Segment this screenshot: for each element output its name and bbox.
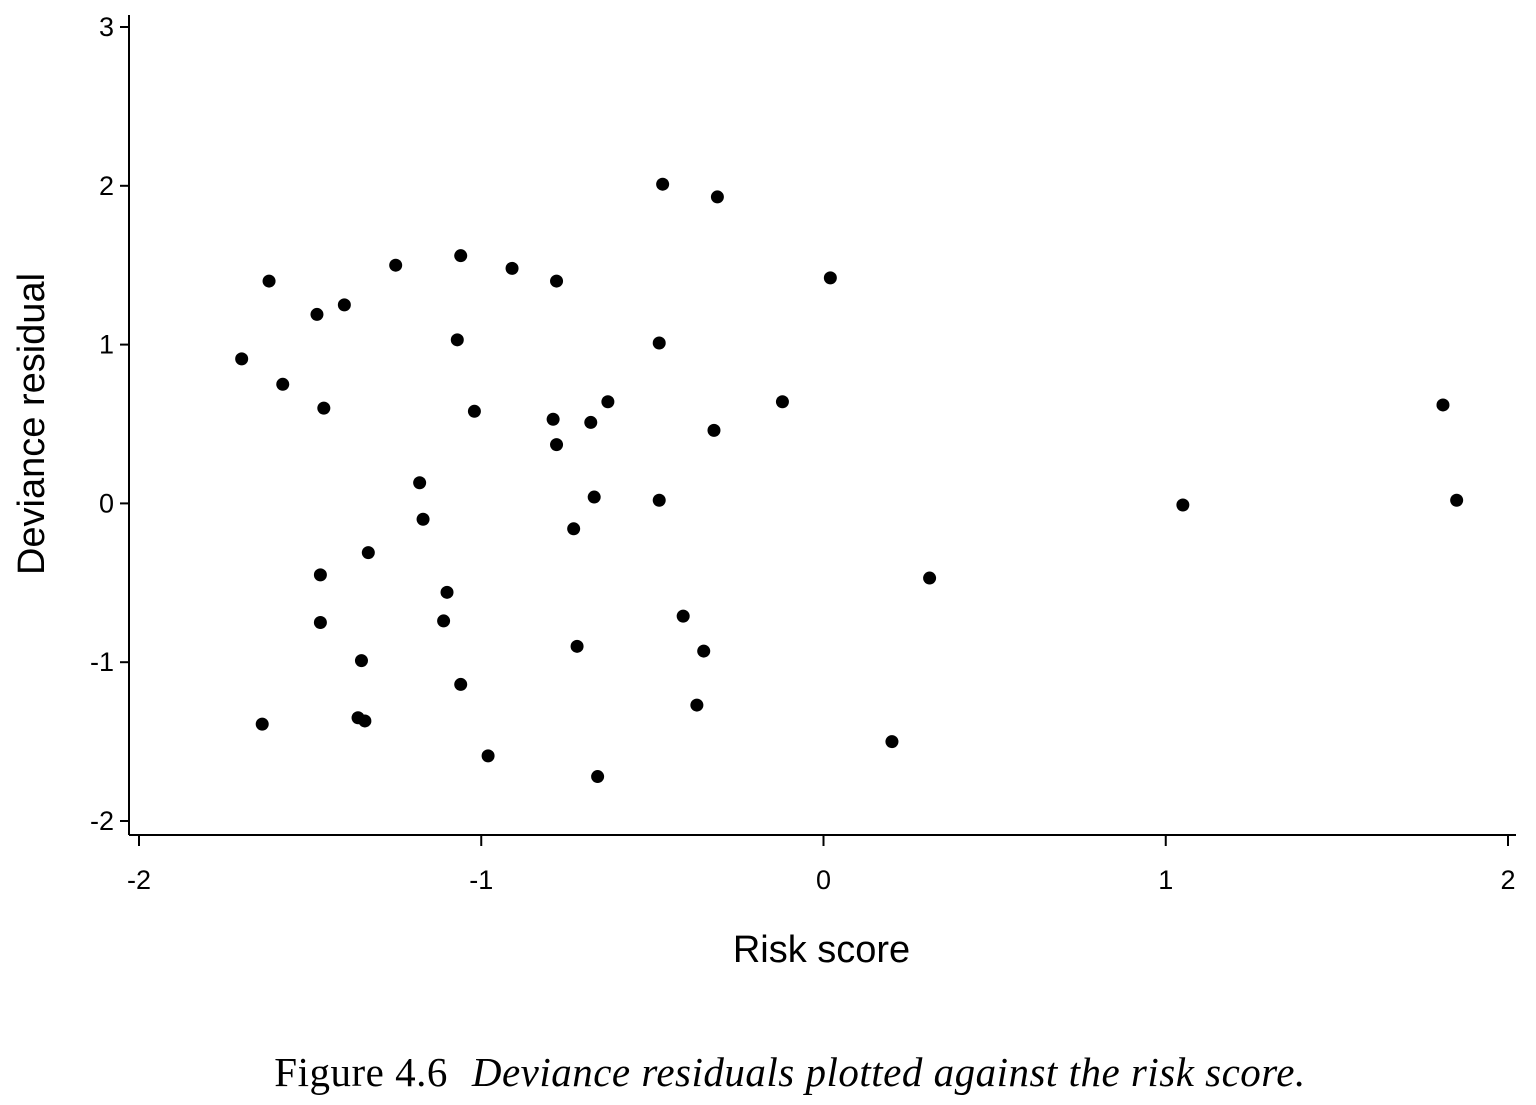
data-point: [550, 274, 564, 288]
data-point: [587, 490, 601, 504]
data-point: [454, 677, 468, 691]
x-tick-label: 0: [816, 865, 831, 895]
data-point: [775, 395, 789, 409]
data-point: [601, 395, 615, 409]
data-point: [707, 423, 721, 437]
data-point: [885, 735, 899, 749]
figure-caption: Figure 4.6 Deviance residuals plotted aga…: [0, 1048, 1536, 1096]
data-point: [276, 377, 290, 391]
x-tick-label: -2: [127, 865, 151, 895]
data-point: [313, 616, 327, 629]
data-point: [467, 404, 481, 418]
data-point: [591, 770, 605, 784]
data-point: [923, 571, 937, 585]
data-point: [823, 271, 837, 285]
data-point: [1176, 498, 1190, 512]
data-point: [310, 307, 324, 321]
data-point: [235, 352, 249, 366]
data-points: [235, 177, 1464, 784]
data-point: [313, 568, 327, 582]
data-point: [584, 415, 598, 429]
data-point: [690, 698, 704, 712]
data-point: [1436, 398, 1450, 412]
data-point: [337, 298, 351, 312]
data-point: [505, 261, 519, 275]
scatter-chart: -2 -1 0 1 2 -2 -1 0 1 2 3 Risk score Deviance res…: [11, 12, 1516, 971]
y-tick-label: 3: [99, 12, 114, 42]
data-point: [676, 609, 690, 623]
y-axis-title: Deviance residual: [11, 273, 53, 575]
data-point: [454, 249, 468, 263]
y-tick-label: 1: [99, 330, 114, 360]
x-tick-label: -1: [469, 865, 493, 895]
y-tick-label: 2: [99, 171, 114, 201]
data-point: [262, 274, 276, 288]
y-axis-ticks: -2 -1 0 1 2 3: [90, 12, 129, 836]
y-tick-label: -2: [90, 806, 114, 836]
y-tick-label: -1: [90, 647, 114, 677]
caption-text: Deviance residuals plotted against the r…: [471, 1049, 1306, 1095]
data-point: [413, 476, 427, 490]
data-point: [354, 654, 368, 668]
data-point: [570, 639, 584, 653]
data-point: [437, 614, 451, 628]
data-point: [440, 585, 454, 599]
data-point: [550, 438, 564, 452]
x-axis-ticks: -2 -1 0 1 2: [127, 835, 1516, 895]
x-axis-title: Risk score: [733, 929, 910, 971]
data-point: [389, 258, 403, 272]
caption-figure-number: Figure 4.6: [274, 1049, 448, 1095]
data-point: [255, 717, 269, 731]
data-point: [416, 512, 430, 526]
data-point: [652, 493, 666, 507]
data-point: [1450, 493, 1464, 507]
x-tick-label: 2: [1500, 865, 1515, 895]
data-point: [567, 522, 581, 536]
y-tick-label: 0: [99, 488, 114, 518]
data-point: [317, 401, 331, 415]
data-point: [546, 412, 560, 426]
data-point: [656, 177, 670, 191]
data-point: [481, 749, 495, 763]
axes: [128, 15, 1516, 836]
x-tick-label: 1: [1158, 865, 1173, 895]
data-point: [652, 336, 666, 350]
data-point: [697, 644, 711, 658]
data-point: [450, 333, 464, 347]
data-point: [361, 546, 375, 560]
data-point: [710, 190, 724, 204]
data-point: [358, 714, 372, 728]
